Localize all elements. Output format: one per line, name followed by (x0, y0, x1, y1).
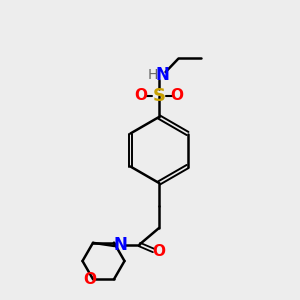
Text: S: S (152, 87, 166, 105)
Text: O: O (134, 88, 148, 104)
Text: O: O (83, 272, 96, 287)
Text: O: O (170, 88, 184, 104)
Text: N: N (156, 66, 170, 84)
Text: O: O (152, 244, 166, 260)
Text: H: H (147, 68, 158, 82)
Text: N: N (113, 236, 127, 253)
